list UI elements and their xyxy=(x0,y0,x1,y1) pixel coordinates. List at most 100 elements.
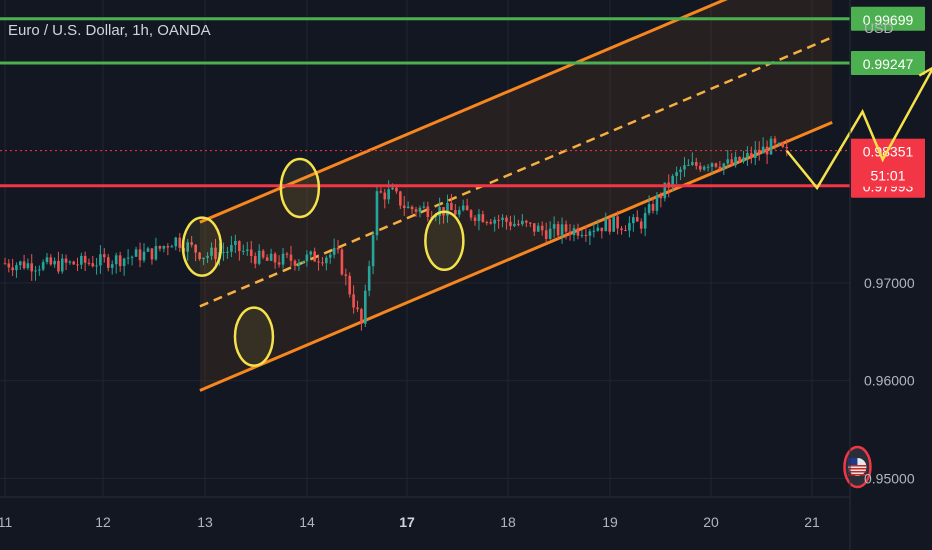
candle-body xyxy=(68,261,72,263)
highlight-circle xyxy=(279,157,321,219)
candle-body xyxy=(72,261,75,265)
price-tag-label[interactable]: 0.99699 xyxy=(863,12,914,28)
x-tick-label: 17 xyxy=(399,514,415,530)
x-tick-label: 18 xyxy=(500,514,516,530)
flag-canton xyxy=(848,458,858,465)
x-tick-label: 12 xyxy=(95,514,111,530)
candle-body xyxy=(166,246,170,248)
candle-body xyxy=(651,204,655,211)
candle-body xyxy=(465,205,469,211)
candle-body xyxy=(194,244,197,253)
candle-body xyxy=(114,255,118,265)
candle-body xyxy=(540,225,544,231)
price-tag-bg xyxy=(851,51,925,76)
candle-body xyxy=(568,231,572,236)
candle-body xyxy=(76,264,79,266)
candle-body xyxy=(426,206,430,217)
price-tag-bg xyxy=(851,6,925,31)
symbol-title[interactable]: Euro / U.S. Dollar, 1h, OANDA xyxy=(8,22,211,39)
candle-body xyxy=(513,223,516,227)
candle-body xyxy=(536,225,540,232)
candle-body xyxy=(624,230,627,232)
flag-stripe xyxy=(848,471,867,473)
candle-body xyxy=(753,149,757,158)
candle-body xyxy=(170,246,174,248)
candle-body xyxy=(726,159,730,164)
y-tick-label: 0.96000 xyxy=(864,373,915,389)
candle-body xyxy=(446,202,449,216)
flag-stripe xyxy=(848,468,867,470)
candle-body xyxy=(485,222,489,224)
candle-body xyxy=(348,275,352,295)
candle-body xyxy=(781,143,785,147)
candle-body xyxy=(222,251,225,253)
y-tick-label: 0.95000 xyxy=(864,471,915,487)
annotations xyxy=(181,66,932,489)
candle-body xyxy=(102,254,106,258)
price-tag-label[interactable]: 0.99247 xyxy=(863,56,914,72)
candle-body xyxy=(174,237,178,247)
last-price-tag-bg xyxy=(851,138,925,187)
candle-body xyxy=(26,263,30,269)
candle-body xyxy=(253,255,257,264)
candle-body xyxy=(588,231,592,236)
candle-body xyxy=(509,221,512,227)
candle-body xyxy=(245,249,249,251)
candle-body xyxy=(313,251,316,262)
highlight-circle xyxy=(424,210,465,272)
candle-body xyxy=(663,182,667,199)
candle-body xyxy=(501,217,504,221)
candle-body xyxy=(497,219,500,221)
candle-body xyxy=(22,261,26,269)
candle-body xyxy=(757,149,761,154)
candle-body xyxy=(505,217,508,222)
candle-body xyxy=(584,235,588,237)
candle-body xyxy=(718,166,722,170)
candle-body xyxy=(363,290,367,324)
candle-body xyxy=(454,210,457,215)
candle-body xyxy=(18,261,22,266)
candle-body xyxy=(552,224,556,229)
candle-body xyxy=(761,146,765,154)
candle-body xyxy=(110,264,114,268)
candle-body xyxy=(746,153,749,158)
candle-body xyxy=(572,228,576,236)
candle-body xyxy=(261,250,265,258)
candle-body xyxy=(99,254,102,266)
highlight-circle xyxy=(233,306,275,367)
candle-body xyxy=(285,253,289,255)
candle-body xyxy=(560,224,564,236)
candle-body xyxy=(461,205,465,211)
channel-fill xyxy=(199,0,833,391)
candle-body xyxy=(210,247,213,256)
candle-body xyxy=(293,260,297,266)
candle-body xyxy=(379,191,383,193)
candle-body xyxy=(402,205,406,209)
candle-body xyxy=(592,230,596,232)
currency-label[interactable]: USD xyxy=(864,20,894,36)
candle-body xyxy=(628,223,631,231)
candle-body xyxy=(138,249,142,261)
candle-body xyxy=(242,250,245,252)
candle-body xyxy=(683,165,686,170)
highlight-circle xyxy=(181,216,223,277)
candle-body xyxy=(281,253,285,265)
candle-body xyxy=(206,255,209,258)
us-flag-icon[interactable] xyxy=(843,445,872,489)
candle-body xyxy=(489,222,493,224)
candle-body xyxy=(328,254,332,258)
projection-arrowhead xyxy=(918,66,932,77)
candle-body xyxy=(548,228,552,239)
candle-body xyxy=(399,191,402,206)
candle-body xyxy=(238,240,241,252)
candle-body xyxy=(395,187,398,192)
candle-body xyxy=(671,175,674,188)
candle-body xyxy=(580,235,584,237)
candle-body xyxy=(765,146,769,155)
candle-body xyxy=(336,247,340,250)
candle-body xyxy=(600,227,604,232)
